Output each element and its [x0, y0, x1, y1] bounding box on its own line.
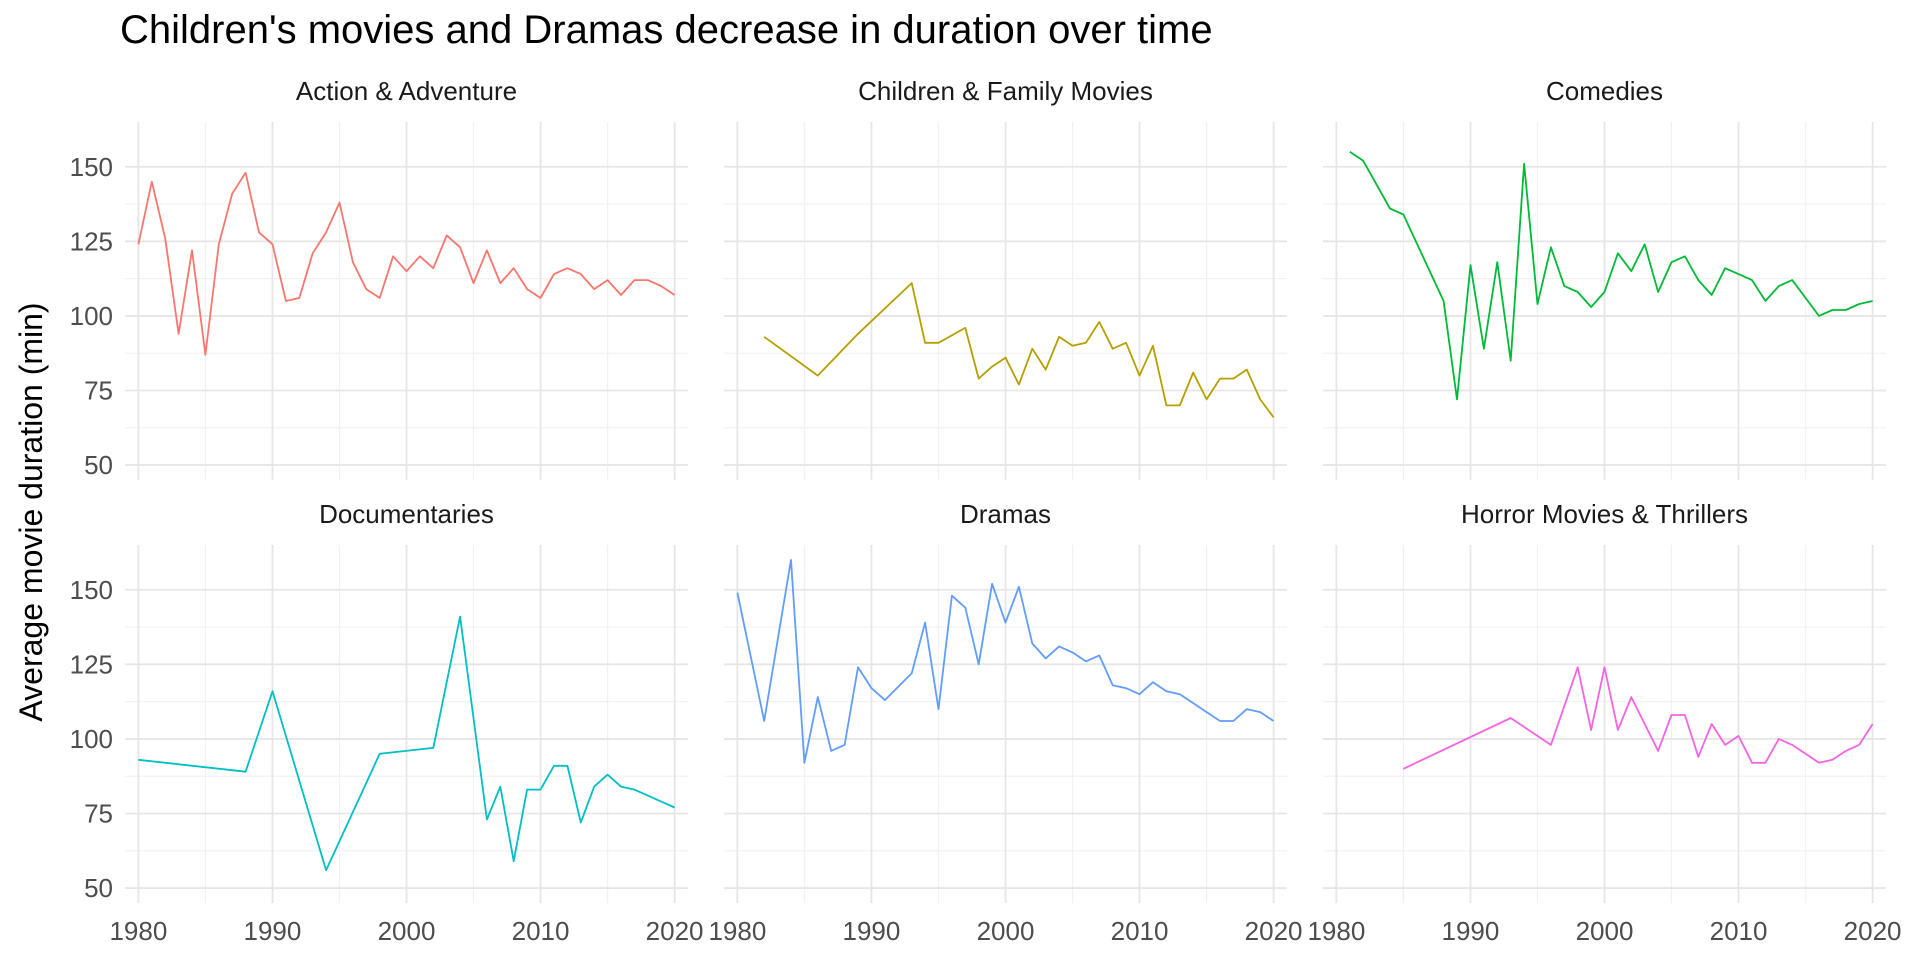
- series-line: [137, 171, 676, 356]
- x-tick-label: 1980: [1307, 916, 1365, 946]
- x-tick-label: 1980: [708, 916, 766, 946]
- x-tick-label: 2020: [646, 916, 704, 946]
- y-tick-label: 75: [84, 376, 113, 406]
- x-tick-label: 2000: [378, 916, 436, 946]
- y-tick-label: 100: [70, 724, 113, 754]
- series-line: [736, 559, 1275, 764]
- facet-title: Comedies: [1546, 76, 1663, 106]
- y-tick-label: 100: [70, 301, 113, 331]
- y-tick-label: 125: [70, 226, 113, 256]
- y-tick-label: 50: [84, 450, 113, 480]
- x-tick-label: 2000: [977, 916, 1035, 946]
- facet-title: Documentaries: [319, 499, 494, 529]
- x-tick-label: 2010: [1111, 916, 1169, 946]
- y-tick-label: 150: [70, 152, 113, 182]
- x-tick-label: 2020: [1844, 916, 1902, 946]
- x-tick-label: 1990: [1442, 916, 1500, 946]
- facet-title: Dramas: [960, 499, 1051, 529]
- y-tick-label: 150: [70, 575, 113, 605]
- x-tick-label: 2010: [1710, 916, 1768, 946]
- y-tick-label: 125: [70, 649, 113, 679]
- chart-title: Children's movies and Dramas decrease in…: [120, 8, 1213, 52]
- y-axis-title: Average movie duration (min): [13, 302, 49, 721]
- series-line: [763, 282, 1275, 418]
- facet-title: Action & Adventure: [296, 76, 517, 106]
- series-line: [1349, 151, 1873, 401]
- facet-title: Children & Family Movies: [858, 76, 1153, 106]
- x-tick-label: 2000: [1576, 916, 1634, 946]
- x-tick-label: 2020: [1245, 916, 1303, 946]
- series-line: [1403, 666, 1874, 770]
- x-tick-label: 1990: [244, 916, 302, 946]
- series-line: [138, 615, 675, 872]
- y-tick-label: 75: [84, 799, 113, 829]
- y-tick-label: 50: [84, 873, 113, 903]
- x-tick-label: 1980: [109, 916, 167, 946]
- facet-title: Horror Movies & Thrillers: [1461, 499, 1748, 529]
- x-tick-label: 2010: [512, 916, 570, 946]
- x-tick-label: 1990: [843, 916, 901, 946]
